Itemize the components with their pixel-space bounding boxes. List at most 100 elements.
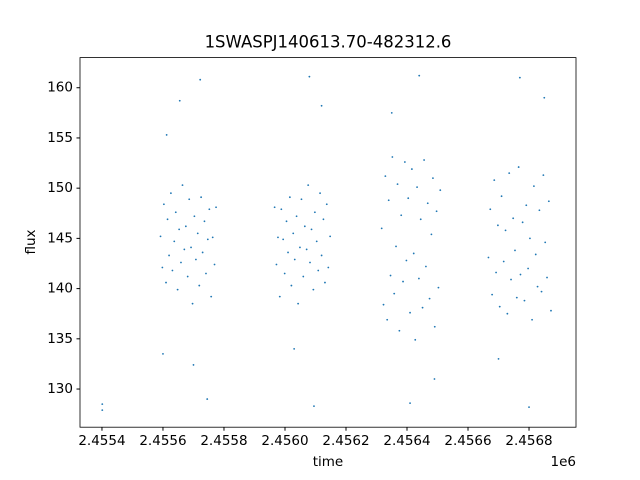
point [213, 263, 216, 266]
y-axis-label: flux [23, 229, 39, 254]
point [525, 204, 528, 207]
point [519, 273, 522, 276]
point [495, 271, 497, 274]
x-tick-label: 2.4566 [444, 433, 491, 449]
x-tick-label: 2.4558 [200, 433, 247, 449]
point [315, 240, 318, 243]
point [418, 74, 421, 77]
point [307, 184, 310, 187]
point [544, 241, 547, 244]
point [195, 258, 197, 261]
point [313, 211, 316, 214]
x-axis-label: time [313, 454, 344, 470]
point [206, 398, 209, 400]
point [313, 405, 315, 408]
point [517, 166, 520, 168]
point [437, 286, 440, 289]
point [171, 269, 174, 272]
point [208, 208, 211, 211]
point [536, 285, 539, 288]
point [174, 211, 177, 214]
point [523, 299, 526, 302]
point [299, 246, 301, 249]
point [320, 254, 323, 257]
point [283, 272, 286, 275]
point [327, 266, 330, 269]
point [305, 248, 308, 251]
point [329, 235, 332, 238]
point [410, 168, 413, 170]
point [487, 256, 490, 259]
point [491, 293, 494, 296]
point [542, 174, 545, 177]
point [285, 220, 288, 223]
point [428, 297, 431, 300]
point [426, 202, 429, 205]
point [528, 406, 530, 409]
point [191, 302, 194, 305]
point [407, 197, 410, 200]
point [497, 224, 499, 227]
point [168, 254, 170, 257]
point [433, 378, 436, 380]
point [319, 192, 321, 195]
point [101, 403, 104, 405]
x-tick-label: 2.4562 [322, 433, 369, 449]
point [288, 196, 291, 199]
point [515, 296, 518, 299]
point [409, 311, 411, 314]
point [389, 274, 392, 277]
point [309, 261, 311, 264]
y-tick-label: 135 [47, 331, 73, 347]
point [159, 235, 162, 238]
point [390, 111, 393, 114]
point [502, 260, 505, 263]
point [534, 253, 537, 256]
point [205, 272, 207, 275]
x-tick-label: 2.4564 [383, 433, 430, 449]
point [514, 249, 516, 252]
point [165, 281, 167, 284]
y-tick-label: 155 [47, 130, 73, 146]
point [395, 245, 397, 248]
point [435, 210, 438, 213]
point [275, 263, 278, 266]
point [418, 277, 420, 280]
point [325, 203, 328, 206]
point [180, 261, 182, 264]
point [184, 225, 187, 228]
plot-frame [79, 57, 577, 428]
x-tick-label: 2.4560 [261, 433, 308, 449]
point [386, 318, 389, 321]
point [546, 276, 548, 279]
point [303, 225, 306, 228]
point [162, 352, 164, 355]
point [433, 325, 436, 328]
point [400, 214, 403, 217]
point [193, 215, 196, 218]
point [101, 409, 104, 412]
point [402, 280, 404, 283]
point [280, 208, 283, 211]
x-tick-label: 2.4568 [505, 433, 552, 449]
point [206, 238, 209, 241]
point [293, 258, 296, 261]
point [317, 269, 320, 272]
point [439, 189, 442, 192]
point [512, 217, 515, 220]
x-tick-label: 2.4556 [139, 433, 186, 449]
point [211, 236, 214, 239]
point [203, 220, 206, 223]
y-tick-label: 145 [47, 230, 73, 246]
point [282, 238, 285, 241]
point [529, 237, 531, 240]
y-tick-label: 130 [47, 381, 73, 397]
point [510, 278, 512, 281]
point [538, 209, 541, 212]
point [310, 228, 313, 231]
y-tick-label: 150 [47, 180, 73, 196]
point [178, 99, 181, 102]
point [290, 284, 293, 287]
